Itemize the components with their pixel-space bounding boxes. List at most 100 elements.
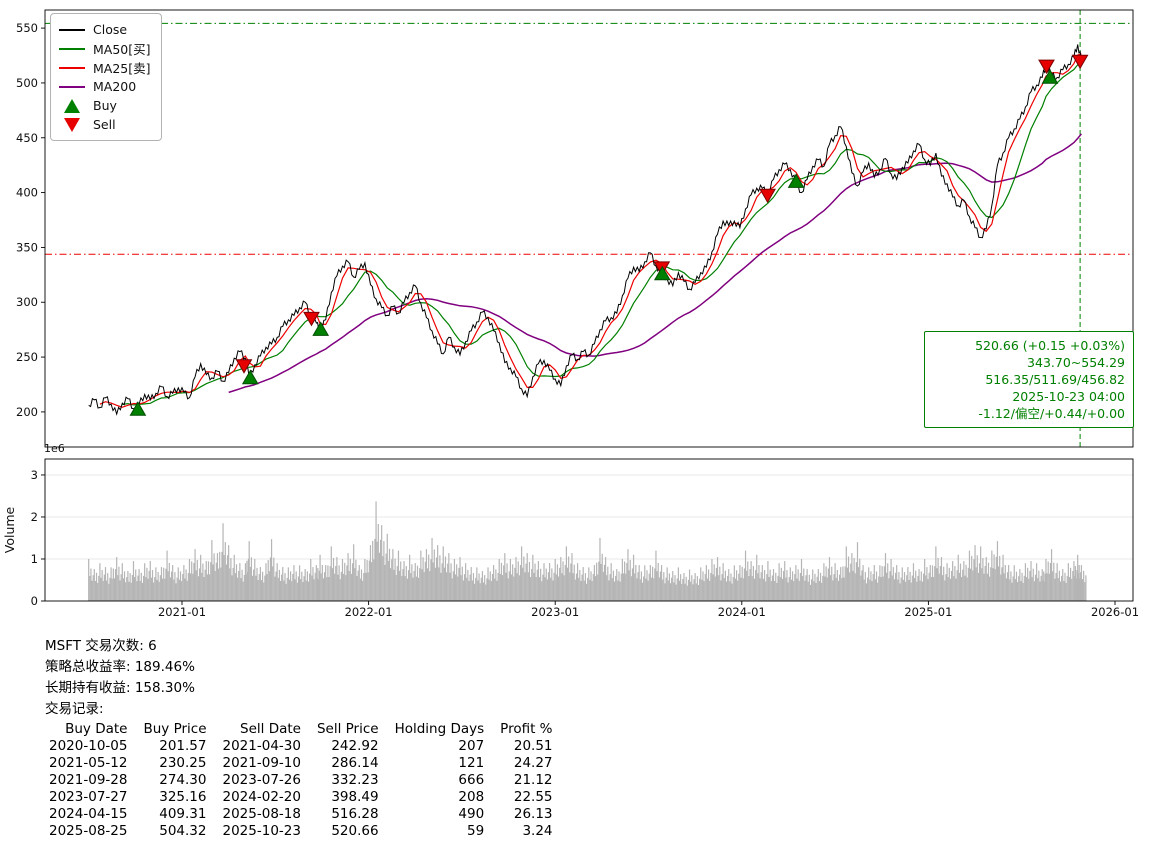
trade-cell: 230.25 xyxy=(159,755,207,771)
strategy-return-line: 策略总收益率: 189.46% xyxy=(45,659,195,675)
svg-text:1e6: 1e6 xyxy=(44,442,65,455)
annotation-price-line: 520.66 (+0.15 +0.03%) xyxy=(975,338,1125,353)
trade-cell: 22.55 xyxy=(513,789,553,805)
trade-count-line: MSFT 交易次数: 6 xyxy=(45,638,157,654)
trade-cell: 2021-05-12 xyxy=(49,755,128,771)
col-buy-price: Buy Price xyxy=(143,721,207,737)
trade-cell: 2021-09-10 xyxy=(222,755,301,771)
svg-text:2025-01: 2025-01 xyxy=(904,605,952,619)
trade-cell: 2025-08-18 xyxy=(222,806,301,822)
trade-cell: 21.12 xyxy=(513,772,553,788)
col-holding-days: Holding Days xyxy=(394,721,485,737)
trade-cell: 516.28 xyxy=(331,806,379,822)
svg-text:2024-01: 2024-01 xyxy=(718,605,766,619)
legend-item-ma50: MA50[买] xyxy=(59,39,151,58)
trade-cell: 208 xyxy=(458,789,485,805)
svg-text:Volume: Volume xyxy=(2,506,17,553)
trade-cell: 520.66 xyxy=(331,823,379,839)
legend-item-sell: Sell xyxy=(59,115,151,134)
svg-text:250: 250 xyxy=(16,350,38,364)
sell-marker-icon xyxy=(59,117,85,132)
trade-cell: 2024-02-20 xyxy=(222,789,301,805)
col-sell-price: Sell Price xyxy=(316,721,379,737)
trade-row: 2021-09-28 274.30 2023-07-26 332.23 666 21.12 xyxy=(45,772,553,789)
trade-cell: 59 xyxy=(466,823,485,839)
trade-table-header: Buy Date Buy Price Sell Date Sell Price … xyxy=(45,721,553,738)
trade-cell: 332.23 xyxy=(331,772,379,788)
legend-item-buy: Buy xyxy=(59,96,151,115)
annotation-signal-line: -1.12/偏空/+0.44/+0.00 xyxy=(978,406,1125,421)
ma200-line-swatch xyxy=(59,85,85,88)
svg-text:2022-01: 2022-01 xyxy=(345,605,393,619)
trade-cell: 666 xyxy=(458,772,485,788)
trade-records-label: 交易记录: xyxy=(45,701,104,717)
trade-cell: 121 xyxy=(458,755,485,771)
trade-row: 2025-08-25 504.32 2025-10-23 520.66 59 3.24 xyxy=(45,823,553,840)
svg-text:0: 0 xyxy=(31,594,38,608)
legend-item-ma200: MA200 xyxy=(59,77,151,96)
trade-cell: 409.31 xyxy=(159,806,207,822)
legend-label-buy: Buy xyxy=(93,98,117,113)
legend-label-close: Close xyxy=(93,22,128,37)
trade-cell: 2024-04-15 xyxy=(49,806,128,822)
ma50-line-swatch xyxy=(59,47,85,50)
trade-cell: 2020-10-05 xyxy=(49,738,128,754)
trade-cell: 286.14 xyxy=(331,755,379,771)
trade-cell: 325.16 xyxy=(159,789,207,805)
trade-cell: 2023-07-26 xyxy=(222,772,301,788)
col-buy-date: Buy Date xyxy=(65,721,128,737)
col-profit-pct: Profit % xyxy=(500,721,553,737)
annotation-range-line: 343.70~554.29 xyxy=(1027,355,1125,370)
buy-marker-icon xyxy=(59,98,85,113)
legend-label-sell: Sell xyxy=(93,117,116,132)
legend-item-ma25: MA25[卖] xyxy=(59,58,151,77)
svg-text:500: 500 xyxy=(16,76,38,90)
trade-row: 2021-05-12 230.25 2021-09-10 286.14 121 24.27 xyxy=(45,755,553,772)
price-volume-chart: 200 250 300 350 400 450 500 550 0 1 2 3 1e6 2021-01 20… xyxy=(2,9,1139,619)
svg-text:450: 450 xyxy=(16,131,38,145)
trade-cell: 26.13 xyxy=(513,806,553,822)
trade-cell: 2025-08-25 xyxy=(49,823,128,839)
svg-text:2: 2 xyxy=(31,510,38,524)
hold-return-line: 长期持有收益: 158.30% xyxy=(45,680,195,696)
close-line-swatch xyxy=(59,28,85,31)
svg-text:200: 200 xyxy=(16,405,38,419)
svg-text:2026-01: 2026-01 xyxy=(1091,605,1139,619)
strategy-summary: MSFT 交易次数: 6 策略总收益率: 189.46% 长期持有收益: 158… xyxy=(45,636,553,840)
trade-cell: 24.27 xyxy=(513,755,553,771)
trade-cell: 2025-10-23 xyxy=(222,823,301,839)
chart-legend: Close MA50[买] MA25[卖] MA200 Buy Sell xyxy=(50,13,162,141)
trade-cell: 2021-09-28 xyxy=(49,772,128,788)
svg-text:300: 300 xyxy=(16,295,38,309)
svg-text:1: 1 xyxy=(31,552,38,566)
svg-text:2021-01: 2021-01 xyxy=(158,605,206,619)
trade-cell: 490 xyxy=(458,806,485,822)
trade-row: 2024-04-15 409.31 2025-08-18 516.28 490 26.13 xyxy=(45,806,553,823)
trade-cell: 242.92 xyxy=(331,738,379,754)
quote-annotation: 520.66 (+0.15 +0.03%) 343.70~554.29 516.… xyxy=(924,331,1134,428)
trade-cell: 207 xyxy=(458,738,485,754)
annotation-ma-line: 516.35/511.69/456.82 xyxy=(985,372,1125,387)
svg-text:550: 550 xyxy=(16,21,38,35)
legend-label-ma50: MA50[买] xyxy=(93,42,151,57)
trade-cell: 2023-07-27 xyxy=(49,789,128,805)
legend-item-close: Close xyxy=(59,20,151,39)
trade-cell: 504.32 xyxy=(159,823,207,839)
trade-row: 2020-10-05 201.57 2021-04-30 242.92 207 20.51 xyxy=(45,738,553,755)
trade-cell: 3.24 xyxy=(522,823,553,839)
legend-label-ma200: MA200 xyxy=(93,79,137,94)
trade-cell: 2021-04-30 xyxy=(222,738,301,754)
trade-cell: 201.57 xyxy=(159,738,207,754)
svg-text:3: 3 xyxy=(31,468,38,482)
trade-cell: 398.49 xyxy=(331,789,379,805)
svg-text:350: 350 xyxy=(16,240,38,254)
ma25-line-swatch xyxy=(59,66,85,69)
annotation-datetime-line: 2025-10-23 04:00 xyxy=(1012,389,1125,404)
trade-table: Buy Date Buy Price Sell Date Sell Price … xyxy=(45,721,553,840)
svg-text:400: 400 xyxy=(16,186,38,200)
trade-cell: 20.51 xyxy=(513,738,553,754)
svg-text:2023-01: 2023-01 xyxy=(531,605,579,619)
trade-row: 2023-07-27 325.16 2024-02-20 398.49 208 22.55 xyxy=(45,789,553,806)
col-sell-date: Sell Date xyxy=(240,721,301,737)
